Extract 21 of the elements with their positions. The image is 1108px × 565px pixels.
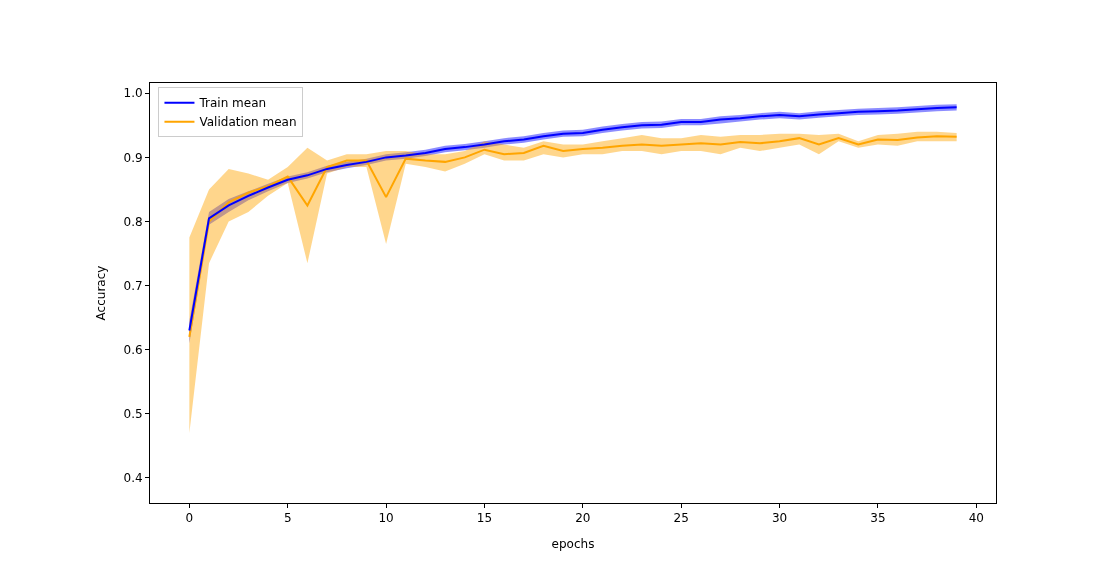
legend-label: Train mean	[198, 96, 267, 111]
x-tick-label: 0	[185, 511, 194, 526]
x-tick-label: 35	[870, 511, 886, 526]
x-tick-label: 5	[283, 511, 292, 526]
line-series	[188, 135, 958, 338]
x-tick-label: 40	[968, 511, 984, 526]
x-tick-label: 15	[476, 511, 493, 526]
y-tick-label: 0.5	[123, 407, 143, 422]
x-tick-label: 30	[771, 511, 788, 526]
x-tick-label: 10	[378, 511, 394, 526]
y-tick-label: 1.0	[123, 86, 143, 101]
legend-label: Validation mean	[199, 115, 297, 130]
y-tick-label: 0.8	[123, 214, 143, 229]
x-axis-title: epochs	[551, 537, 595, 552]
y-axis-title: Accuracy	[93, 265, 108, 321]
y-tick-label: 0.6	[123, 342, 143, 357]
y-tick-label: 0.7	[123, 278, 143, 293]
y-tick-label: 0.4	[123, 471, 143, 486]
x-tick-label: 20	[575, 511, 591, 526]
x-tick-label: 25	[673, 511, 689, 526]
y-tick-label: 0.9	[123, 150, 143, 165]
